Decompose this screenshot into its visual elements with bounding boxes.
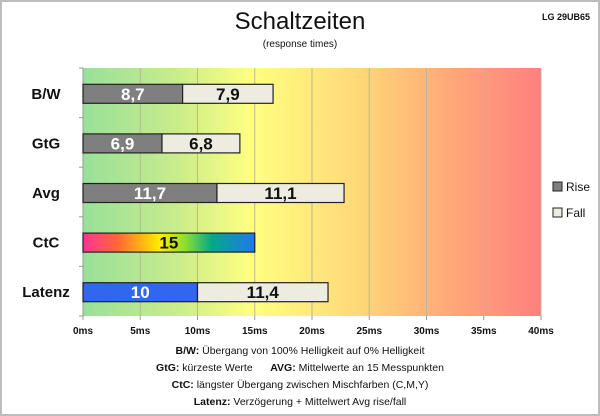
legend-label-rise: Rise xyxy=(566,180,590,194)
note-ctc: CtC: längster Übergang zwischen Mischfar… xyxy=(171,379,429,391)
x-tick-label: 40ms xyxy=(528,326,554,337)
bar-ctc xyxy=(82,232,256,253)
category-label: Avg xyxy=(32,185,60,202)
category-label: B/W xyxy=(31,86,61,103)
bar-fall xyxy=(196,282,329,303)
category-label: GtG xyxy=(32,135,60,152)
x-tick-label: 5ms xyxy=(130,326,150,337)
x-tick-label: 0ms xyxy=(73,326,93,337)
bar-label: 11,1 xyxy=(264,184,296,203)
bar-label: 11,7 xyxy=(134,184,166,203)
x-tick-label: 25ms xyxy=(356,326,382,337)
bar-fall xyxy=(216,182,345,204)
legend-swatch-rise xyxy=(552,181,563,192)
x-tick-label: 35ms xyxy=(471,326,497,337)
note-bw: B/W: Übergang von 100% Helligkeit auf 0%… xyxy=(175,345,425,357)
bar-label: 6,8 xyxy=(189,134,213,153)
chart-subtitle: (response times) xyxy=(262,39,338,50)
bar-label: 15 xyxy=(159,234,178,253)
x-tick-label: 30ms xyxy=(414,326,440,337)
x-tick-label: 10ms xyxy=(185,326,211,337)
x-tick-label: 20ms xyxy=(299,326,325,337)
x-tick-label: 15ms xyxy=(242,326,268,337)
chart-title: Schaltzeiten xyxy=(234,8,366,35)
bar-label: 6,9 xyxy=(111,134,135,153)
bar-fall xyxy=(182,83,274,104)
note-latenz: Latenz: Verzögerung + Mittelwert Avg ris… xyxy=(193,396,407,408)
legend-label-fall: Fall xyxy=(566,206,585,220)
note-gtg-avg: GtG: kürzeste Werte AVG: Mittelwerte an … xyxy=(156,362,444,374)
category-label: Latenz xyxy=(22,284,70,301)
bar-label: 7,9 xyxy=(216,85,240,104)
category-label: CtC xyxy=(33,235,60,252)
bar-label: 11,4 xyxy=(247,283,280,302)
bar-label: 10 xyxy=(131,283,150,302)
bar-fall xyxy=(161,133,241,154)
legend-swatch-fall xyxy=(552,207,563,218)
model-label: LG 29UB65 xyxy=(541,12,590,22)
bar-label: 8,7 xyxy=(121,85,145,104)
